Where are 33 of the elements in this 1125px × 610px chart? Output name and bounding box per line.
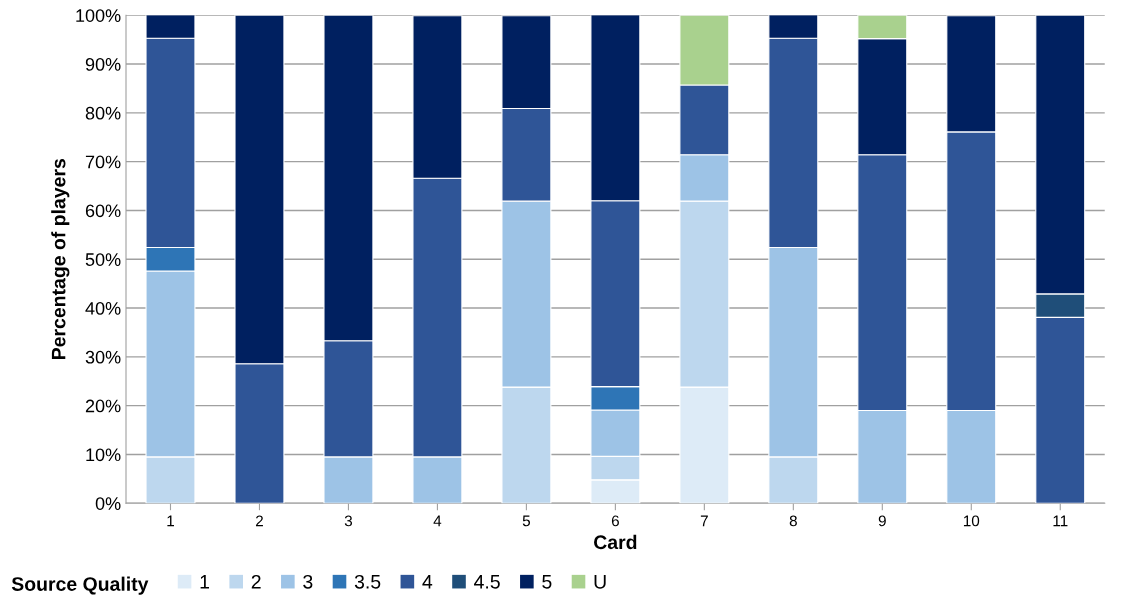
- x-axis-title: Card: [594, 534, 637, 550]
- y-tick-label: 100%: [76, 9, 121, 22]
- x-tick-label: 3: [344, 515, 353, 527]
- y-tick-label: 50%: [85, 253, 121, 266]
- y-axis-title: Percentage of players: [51, 158, 70, 359]
- y-tick-label: 80%: [85, 106, 121, 120]
- legend-label: U: [594, 575, 606, 589]
- x-tick-label: 4: [433, 515, 442, 527]
- legend-label: 5: [542, 575, 552, 589]
- y-tick-label: 70%: [85, 155, 121, 169]
- x-tick-label: 10: [963, 515, 980, 527]
- legend-label: 3.5: [354, 574, 381, 589]
- legend-label: 1: [200, 575, 209, 589]
- y-tick-label: 90%: [85, 57, 121, 71]
- x-tick-label: 6: [611, 515, 619, 527]
- legend-label: 4.5: [474, 575, 500, 589]
- y-tick-label: 30%: [85, 350, 121, 364]
- legend-label: 2: [251, 574, 261, 589]
- legend-label: 4: [422, 575, 433, 589]
- x-tick-label: 1: [167, 515, 174, 527]
- x-tick-label: 7: [700, 515, 708, 527]
- legend-title: Source Quality: [11, 576, 149, 595]
- y-tick-label: 40%: [85, 301, 121, 315]
- y-tick-label: 60%: [85, 204, 121, 218]
- x-tick-label: 9: [878, 515, 886, 527]
- y-tick-label: 0%: [95, 497, 121, 510]
- x-tick-label: 2: [255, 515, 263, 527]
- y-tick-label: 20%: [85, 399, 121, 413]
- x-tick-label: 8: [789, 515, 797, 527]
- x-tick-label: 5: [522, 515, 531, 527]
- legend-label: 3: [303, 574, 313, 589]
- x-tick-label: 11: [1053, 515, 1068, 527]
- y-tick-label: 10%: [86, 448, 121, 462]
